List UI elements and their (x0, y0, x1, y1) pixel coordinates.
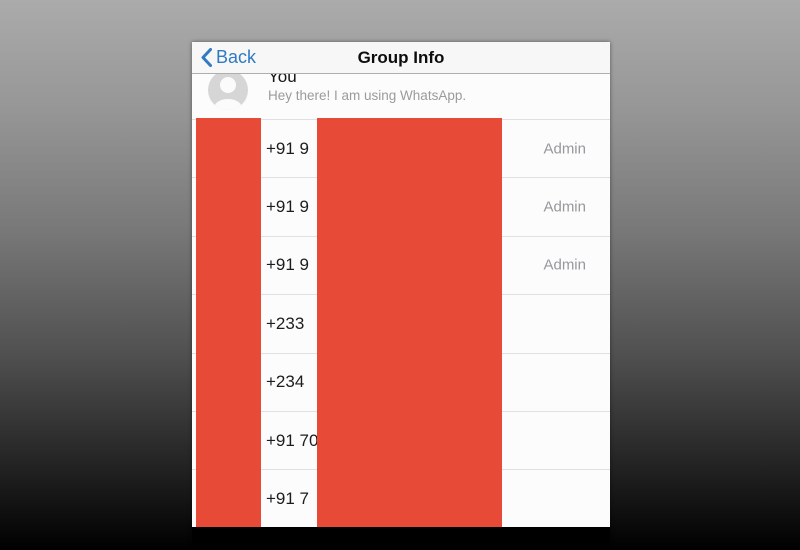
back-button[interactable]: Back (197, 42, 260, 73)
whatsapp-screenshot: You Hey there! I am using WhatsApp. +91 … (192, 42, 610, 550)
redaction-bar-numbers (317, 118, 502, 527)
group-info-screen: You Hey there! I am using WhatsApp. +91 … (192, 42, 610, 527)
redaction-bar-avatars (196, 118, 261, 527)
member-number: +91 9 (266, 197, 310, 217)
member-number: +233 (266, 313, 305, 333)
admin-badge: Admin (543, 256, 586, 274)
member-number: +234 (266, 372, 305, 392)
avatar (208, 70, 248, 110)
admin-badge: Admin (543, 140, 586, 158)
profile-row[interactable]: You Hey there! I am using WhatsApp. (192, 67, 610, 119)
nav-bar: Back Group Info (192, 42, 610, 74)
member-number: +91 9 (266, 138, 310, 158)
member-number: +91 9 (266, 255, 310, 275)
member-number: +91 7 (266, 489, 310, 509)
admin-badge: Admin (543, 198, 586, 216)
back-chevron-icon (201, 48, 212, 67)
avatar-person-icon (220, 77, 236, 93)
page-title: Group Info (357, 48, 445, 67)
member-number: +91 70 (266, 430, 319, 450)
back-label: Back (216, 47, 257, 67)
profile-status: Hey there! I am using WhatsApp. (268, 88, 467, 103)
avatar-person-icon-body (214, 99, 242, 110)
